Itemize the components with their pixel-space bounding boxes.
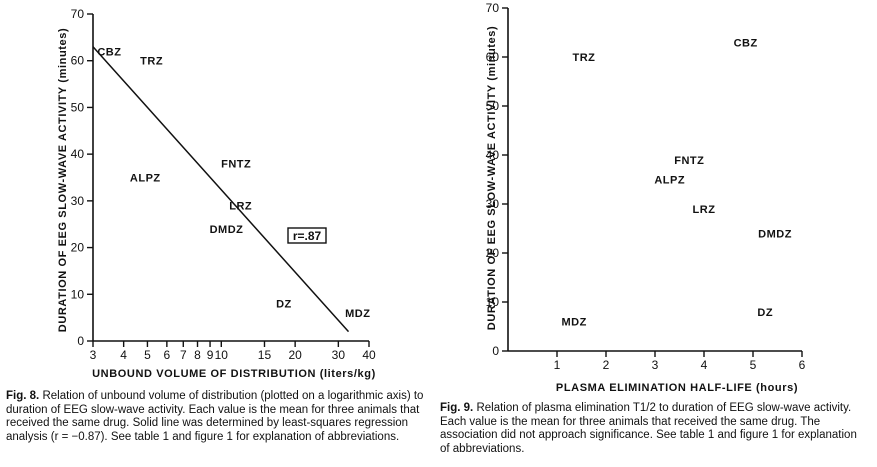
- fig9-y-tick-label: 60: [486, 50, 500, 64]
- fig9-x-tick-label: 5: [750, 358, 757, 372]
- fig9-x-axis-title-text: PLASMA ELIMINATION HALF-LIFE (hours): [556, 382, 798, 394]
- fig8-x-tick-label: 6: [164, 348, 171, 362]
- fig8-y-tick-label: 70: [71, 7, 85, 21]
- fig8-y-tick-label: 10: [71, 287, 85, 301]
- fig9-x-tick-label: 2: [603, 358, 610, 372]
- fig9-point-fntz: FNTZ: [674, 155, 704, 167]
- fig8-x-tick-label: 4: [120, 348, 127, 362]
- fig8-point-lrz: LRZ: [229, 201, 252, 213]
- fig8-x-tick-label: 20: [288, 348, 302, 362]
- fig9-point-alpz: ALPZ: [654, 175, 685, 187]
- fig9-y-tick-label: 20: [486, 246, 500, 260]
- fig8-y-tick-label: 60: [71, 54, 85, 68]
- fig9-x-tick-label: 3: [652, 358, 659, 372]
- fig8-caption-text: Relation of unbound volume of distributi…: [6, 390, 424, 443]
- fig8-x-tick-label: 40: [362, 348, 376, 362]
- fig8-x-tick-label: 15: [258, 348, 272, 362]
- fig9-point-mdz: MDZ: [561, 317, 586, 329]
- fig8-x-tick-label: 5: [144, 348, 151, 362]
- fig8-r-annotation: r=.87: [287, 227, 327, 244]
- fig8-y-tick-label: 20: [71, 241, 85, 255]
- fig9-y-tick-label: 30: [486, 197, 500, 211]
- fig9-y-tick-label: 50: [486, 99, 500, 113]
- fig9-x-axis-title: PLASMA ELIMINATION HALF-LIFE (hours): [556, 382, 798, 394]
- fig8-x-tick-label: 9: [207, 348, 214, 362]
- fig8-point-trz: TRZ: [140, 56, 163, 68]
- fig8-x-tick-label: 8: [194, 348, 201, 362]
- fig9-y-tick-label: 0: [492, 344, 499, 358]
- fig9-y-tick-label: 70: [486, 1, 500, 15]
- fig8-point-mdz: MDZ: [345, 308, 370, 320]
- fig9-y-tick-label: 40: [486, 148, 500, 162]
- fig9-point-trz: TRZ: [573, 52, 596, 64]
- fig8-y-tick-label: 0: [77, 334, 84, 348]
- fig9-caption-text: Relation of plasma elimination T1/2 to d…: [440, 402, 857, 455]
- fig8-x-tick-label: 7: [180, 348, 187, 362]
- fig8-caption: Fig. 8. Relation of unbound volume of di…: [6, 390, 431, 444]
- fig9-y-tick-label: 10: [486, 295, 500, 309]
- fig8-x-tick-label: 3: [90, 348, 97, 362]
- fig9-point-lrz: LRZ: [693, 204, 716, 216]
- fig8-point-alpz: ALPZ: [130, 173, 161, 185]
- fig9-caption-number: Fig. 9.: [440, 402, 474, 414]
- fig9-y-axis-title: DURATION OF EEG SLOW-WAVE ACTIVITY (minu…: [486, 26, 498, 330]
- fig8-x-tick-label: 10: [215, 348, 229, 362]
- fig9-caption: Fig. 9. Relation of plasma elimination T…: [440, 402, 865, 456]
- fig8-y-axis-title: DURATION OF EEG SLOW-WAVE ACTIVITY (minu…: [57, 28, 69, 332]
- fig8-point-fntz: FNTZ: [221, 158, 251, 170]
- fig9-x-tick-label: 6: [799, 358, 806, 372]
- fig8-y-tick-label: 50: [71, 100, 85, 114]
- fig9-point-cbz: CBZ: [734, 37, 758, 49]
- fig8-r-annotation-box: [287, 227, 327, 244]
- fig9-x-tick-label: 4: [701, 358, 708, 372]
- fig8-point-dz: DZ: [276, 299, 292, 311]
- fig9-x-tick-label: 1: [554, 358, 561, 372]
- fig8-regression-line: [92, 46, 350, 333]
- fig8-y-tick-label: 40: [71, 147, 85, 161]
- fig8-x-axis-title: UNBOUND VOLUME OF DISTRIBUTION (liters/k…: [92, 368, 376, 380]
- fig8-x-tick-label: 30: [332, 348, 346, 362]
- fig8-caption-number: Fig. 8.: [6, 390, 40, 402]
- fig8-point-dmdz: DMDZ: [210, 224, 244, 236]
- fig8-y-tick-label: 30: [71, 194, 85, 208]
- fig9-point-dz: DZ: [757, 307, 773, 319]
- fig8-r-annotation-text: r=.87: [293, 229, 322, 243]
- fig9-point-dmdz: DMDZ: [758, 228, 792, 240]
- fig8-point-cbz: CBZ: [97, 46, 121, 58]
